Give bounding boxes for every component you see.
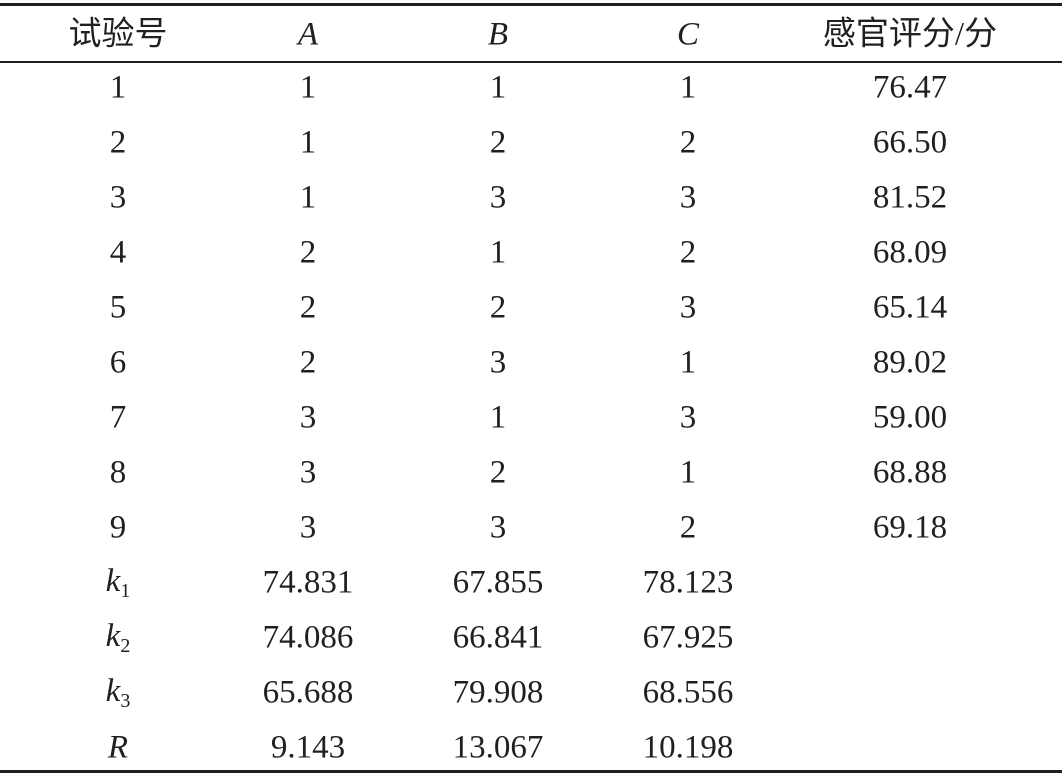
row-label: 2 [109, 124, 127, 161]
table-cell: 1 [489, 399, 507, 436]
header-rule [0, 61, 1062, 63]
table-cell: 13.067 [452, 729, 544, 766]
table-cell: 2 [299, 234, 317, 271]
table-cell: 66.841 [452, 619, 544, 656]
header-cell: 感官评分/分 [822, 16, 998, 53]
table-cell: 2 [489, 124, 507, 161]
table-cell: 59.00 [872, 399, 948, 436]
table-cell: 74.831 [262, 564, 354, 601]
table-cell: 1 [299, 124, 317, 161]
table-cell: 1 [679, 454, 697, 491]
table-cell: 1 [299, 69, 317, 106]
table-cell: 81.52 [872, 179, 948, 216]
table-cell: 3 [679, 179, 697, 216]
table-cell: 1 [489, 69, 507, 106]
table-cell: 1 [299, 179, 317, 216]
table-cell: 2 [489, 289, 507, 326]
table-cell: 66.50 [872, 124, 948, 161]
bottom-rule [0, 770, 1062, 773]
label-main: k [105, 673, 121, 709]
table-cell: 2 [489, 454, 507, 491]
label-main: k [105, 618, 121, 654]
row-label: 1 [109, 69, 127, 106]
label-subscript: 3 [120, 690, 131, 712]
label-subscript: 1 [120, 580, 131, 602]
table-cell: 1 [489, 234, 507, 271]
table-cell: 3 [679, 289, 697, 326]
row-label: k2 [105, 618, 131, 657]
row-label: 7 [109, 399, 127, 436]
row-label: R [107, 729, 129, 766]
table-cell: 1 [679, 69, 697, 106]
row-label: 6 [109, 344, 127, 381]
table-cell: 3 [489, 179, 507, 216]
table-cell: 2 [679, 234, 697, 271]
label-main: k [105, 563, 121, 599]
table-cell: 67.855 [452, 564, 544, 601]
row-label: 8 [109, 454, 127, 491]
table-cell: 68.556 [642, 674, 734, 711]
table-cell: 89.02 [872, 344, 948, 381]
table-cell: 69.18 [872, 509, 948, 546]
header-cell: B [487, 16, 509, 53]
table-cell: 79.908 [452, 674, 544, 711]
table-cell: 3 [299, 454, 317, 491]
header-cell: A [297, 16, 319, 53]
table-cell: 65.688 [262, 674, 354, 711]
row-label: k3 [105, 673, 131, 712]
label-subscript: 2 [120, 635, 131, 657]
table-cell: 2 [679, 124, 697, 161]
header-cell: C [676, 16, 700, 53]
table-cell: 3 [489, 509, 507, 546]
table-cell: 3 [299, 399, 317, 436]
row-label: k1 [105, 563, 131, 602]
table-cell: 74.086 [262, 619, 354, 656]
header-cell: 试验号 [68, 16, 168, 53]
table-cell: 3 [679, 399, 697, 436]
table-cell: 76.47 [872, 69, 948, 106]
table-cell: 2 [299, 344, 317, 381]
table-cell: 1 [679, 344, 697, 381]
table-cell: 78.123 [642, 564, 734, 601]
table-cell: 10.198 [642, 729, 734, 766]
row-label: 3 [109, 179, 127, 216]
row-label: 4 [109, 234, 127, 271]
table-cell: 68.09 [872, 234, 948, 271]
table-cell: 68.88 [872, 454, 948, 491]
row-label: 9 [109, 509, 127, 546]
top-rule [0, 3, 1062, 6]
table-cell: 67.925 [642, 619, 734, 656]
row-label: 5 [109, 289, 127, 326]
table-cell: 2 [299, 289, 317, 326]
table-cell: 2 [679, 509, 697, 546]
table-cell: 65.14 [872, 289, 948, 326]
table-cell: 3 [489, 344, 507, 381]
table-cell: 3 [299, 509, 317, 546]
table-cell: 9.143 [270, 729, 346, 766]
